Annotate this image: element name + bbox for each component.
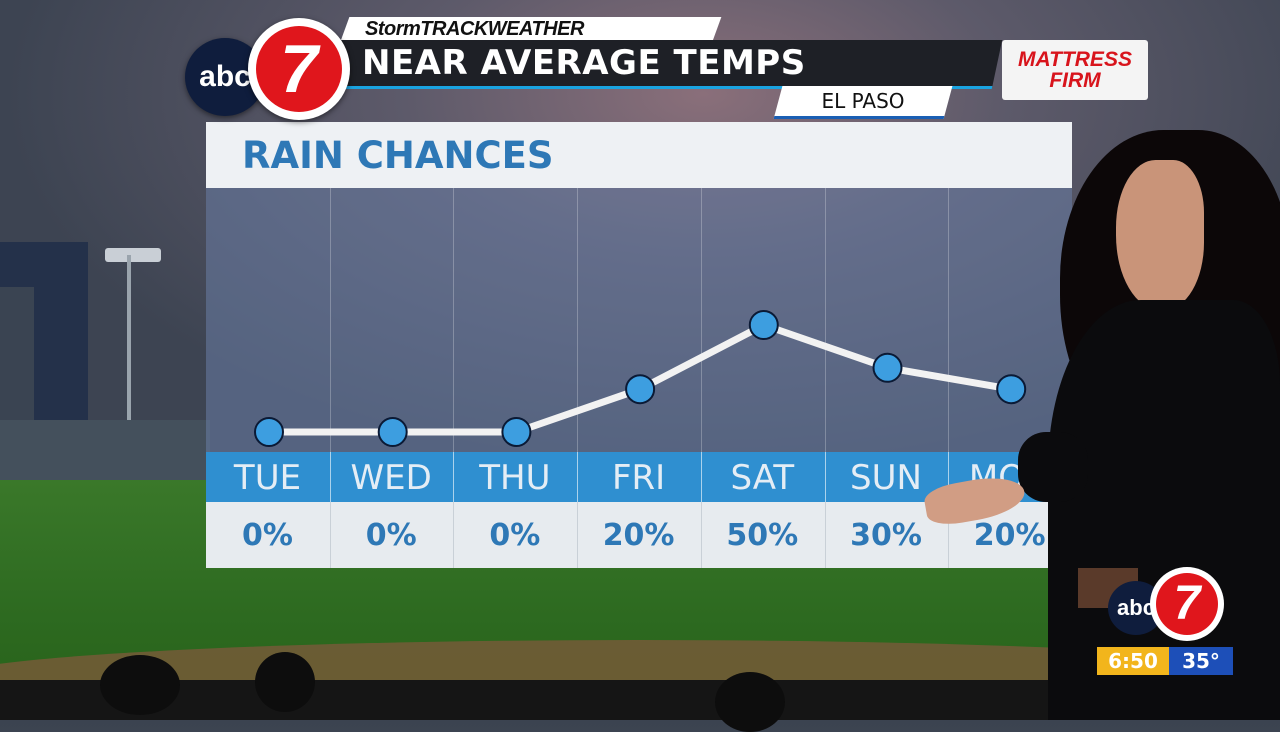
day-label-tue: TUE <box>233 458 302 498</box>
bug-channel-7-logo: 7 <box>1150 567 1224 641</box>
spectator-head <box>715 672 785 732</box>
meteorologist-face <box>1116 160 1204 310</box>
rain-percent-mon: 20% <box>973 518 1046 553</box>
rain-percent-sat: 50% <box>726 518 799 553</box>
data-point-sun <box>872 352 903 383</box>
day-divider <box>948 452 950 502</box>
data-point-thu <box>501 417 532 447</box>
data-point-fri <box>625 374 656 405</box>
panel-title-bar <box>206 122 1072 188</box>
rain-percent-wed: 0% <box>365 518 417 553</box>
percent-divider <box>453 502 455 568</box>
headline: NEAR AVERAGE TEMPS <box>362 43 806 83</box>
channel-7-logo: 7 <box>248 18 350 120</box>
day-divider <box>700 452 702 502</box>
meteorologist-arm <box>1018 432 1088 502</box>
day-label-sun: SUN <box>850 458 922 498</box>
percent-divider <box>824 502 826 568</box>
day-label-thu: THU <box>479 458 551 498</box>
day-label-wed: WED <box>350 458 432 498</box>
day-divider <box>453 452 455 502</box>
rain-chance-line-chart <box>254 310 1027 447</box>
percent-divider <box>700 502 702 568</box>
column-divider <box>329 188 331 452</box>
column-divider <box>577 188 579 452</box>
percent-divider <box>577 502 579 568</box>
bug-temperature: 35° <box>1169 647 1233 675</box>
data-point-sat <box>748 310 779 340</box>
location-label: EL PASO <box>821 89 905 113</box>
percent-divider <box>329 502 331 568</box>
day-divider <box>577 452 579 502</box>
data-point-mon <box>996 374 1027 405</box>
stadium-light-pole <box>127 255 131 455</box>
chart-area <box>206 188 1072 452</box>
rain-percent-sun: 30% <box>850 518 922 553</box>
panel-title: RAIN CHANCES <box>242 134 554 177</box>
rain-percent-fri: 20% <box>602 518 675 553</box>
column-divider <box>453 188 455 452</box>
bug-time: 6:50 <box>1097 647 1169 675</box>
day-label-fri: FRI <box>611 458 666 498</box>
brand-logo-text: StormTRACKWEATHER <box>365 18 584 40</box>
column-divider <box>948 188 950 452</box>
sponsor-logo-text: MATTRESS FIRM <box>1018 48 1132 92</box>
abc-logo-text: abc <box>199 60 251 93</box>
data-point-wed <box>377 417 408 447</box>
column-divider <box>824 188 826 452</box>
percent-divider <box>948 502 950 568</box>
city-building-2 <box>0 287 34 427</box>
rain-chances-panel: RAIN CHANCES TUE 0% WED 0% THU 0% FRI 20% SAT 50%… <box>206 122 1072 568</box>
bug-channel-7-logo-text: 7 <box>1156 573 1218 635</box>
rain-percent-thu: 0% <box>489 518 541 553</box>
outfield-wall <box>0 420 210 480</box>
day-divider <box>329 452 331 502</box>
day-label-sat: SAT <box>730 458 795 498</box>
stadium-light-head <box>105 248 161 262</box>
spectator-head <box>100 655 180 715</box>
rain-percent-tue: 0% <box>242 518 293 553</box>
sponsor-logo: MATTRESS FIRM <box>1002 40 1148 100</box>
day-divider <box>824 452 826 502</box>
channel-7-logo-text: 7 <box>256 26 342 112</box>
bug-abc-logo-text: abc <box>1117 595 1155 620</box>
column-divider <box>700 188 702 452</box>
data-point-tue <box>254 417 284 447</box>
spectator-head <box>255 652 315 712</box>
